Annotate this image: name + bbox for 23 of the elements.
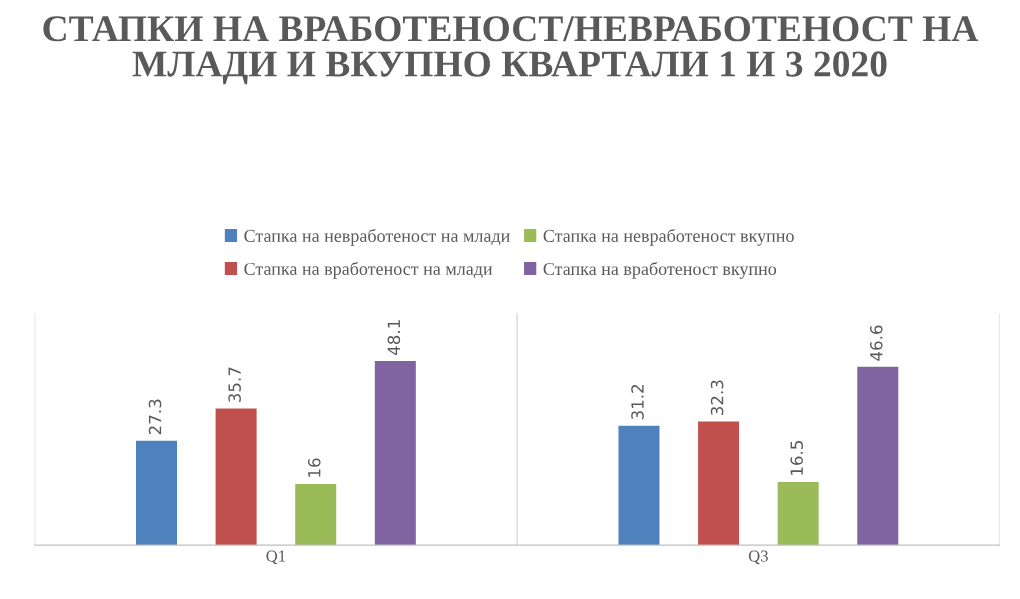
x-tick-label: Q3 [748,550,768,565]
legend-label: Стапка на невработеност на млади [244,228,510,246]
bar [295,483,337,546]
data-label: 16.5 [790,441,804,475]
legend-label: Стапка на вработеност на млади [244,261,493,279]
data-label: 46.6 [870,325,883,361]
data-label: 16 [307,458,321,477]
data-label: 48.1 [387,320,401,355]
x-tick-label: Q1 [266,550,286,565]
data-label: 35.7 [228,367,241,402]
bar [136,440,178,546]
legend-label: Стапка на вработеност вкупно [543,261,777,279]
bar [618,425,660,546]
bar [374,361,416,546]
bar [777,481,819,546]
data-label: 31.2 [631,385,644,420]
bar [698,421,740,546]
bar [857,366,899,546]
chart-title: СТАПКИ НА ВРАБОТЕНОСТ/НЕВРАБОТЕНОСТ НА МЛАДИ И ВКУПНО КВАРТАЛИ 1 И 3 2020 [43,16,979,85]
data-label: 32.3 [710,380,724,415]
data-label: 27.3 [148,399,162,435]
bar [215,408,257,546]
legend-label: Стапка на невработеност вкупно [543,228,794,246]
